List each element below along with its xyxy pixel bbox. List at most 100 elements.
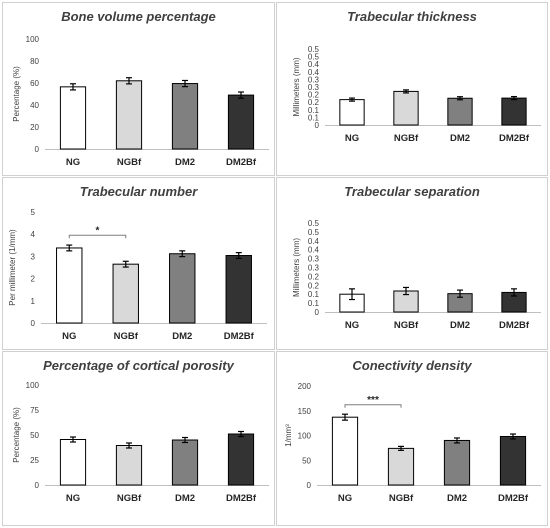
y-tick-label: 25 — [30, 456, 39, 465]
y-tick-label: 0.2 — [308, 281, 320, 290]
error-bar-dm2bf — [510, 433, 516, 440]
y-tick-label: 0.3 — [308, 255, 320, 264]
category-label: NG — [338, 493, 352, 504]
category-label: NGBf — [117, 493, 142, 504]
chart-conectivity-density: 0 50 100 150 200 1/mm³ NG NGBf DM2 DM2Bf *** — [284, 382, 541, 504]
chart-cortical-porosity: 0 25 50 75 100 Percentage (%) NG NGBf DM2 DM2Bf — [12, 381, 269, 504]
y-tick-label: 80 — [30, 57, 39, 66]
significance-label: *** — [367, 395, 379, 406]
y-tick-label: 0.5 — [308, 219, 320, 228]
category-label: NGBf — [117, 157, 142, 168]
error-bar-ngbf — [403, 286, 409, 296]
error-bar-dm2bf — [511, 95, 517, 101]
error-bar-ngbf — [126, 442, 132, 449]
category-label: DM2 — [450, 320, 470, 331]
y-tick-label: 0.5 — [308, 228, 320, 237]
category-label: DM2 — [175, 157, 195, 168]
y-axis-label: Per millimeter (1/mm) — [8, 229, 17, 306]
error-bar-ngbf — [403, 89, 409, 94]
bar-ngbf — [115, 445, 143, 486]
y-tick-label: 0.1 — [308, 106, 320, 115]
y-tick-label: 200 — [298, 382, 312, 391]
error-bar-ng — [70, 436, 76, 443]
error-bar-dm2bf — [235, 252, 242, 259]
category-label: NG — [66, 157, 80, 168]
chart-title: Conectivity density — [352, 358, 472, 373]
chart-panel-trabecular-separation: Trabecular separation 0 0.1 0.1 0.2 0.2 0.3 0.… — [276, 177, 548, 350]
y-tick-label: 4 — [31, 230, 36, 239]
category-label: DM2Bf — [224, 331, 255, 342]
bar-ng — [59, 86, 87, 150]
bar-dm2bf — [501, 97, 527, 126]
category-label: NGBf — [394, 320, 419, 331]
error-bar-ng — [70, 83, 76, 91]
category-label: DM2 — [450, 133, 470, 144]
bar-ng — [59, 439, 87, 486]
chart-trabecular-number: 0 1 2 3 4 5 Per millimeter (1/mm) NG NGBf DM2 DM2B… — [8, 208, 267, 342]
error-bar-ngbf — [122, 260, 129, 268]
bar-ng — [331, 416, 359, 486]
error-bar-dm2bf — [238, 430, 244, 438]
y-tick-label: 1 — [31, 297, 36, 306]
bar-ngbf — [387, 447, 415, 486]
y-tick-label: 0 — [307, 481, 312, 490]
y-tick-label: 2 — [31, 275, 36, 284]
y-tick-label: 100 — [26, 35, 40, 44]
y-tick-label: 0 — [35, 145, 40, 154]
category-label: DM2Bf — [499, 133, 530, 144]
y-axis-label: Millimeters (mm) — [292, 57, 301, 116]
y-tick-label: 0.5 — [308, 45, 320, 54]
y-tick-label: 50 — [302, 456, 311, 465]
category-label: DM2Bf — [498, 493, 529, 504]
bar-dm2 — [171, 439, 199, 486]
y-axis-label: 1/mm³ — [284, 424, 293, 447]
category-label: NG — [66, 493, 80, 504]
y-tick-label: 40 — [30, 101, 39, 110]
category-label: DM2Bf — [226, 493, 257, 504]
bar-dm2 — [171, 83, 199, 150]
category-label: NG — [345, 133, 359, 144]
error-bar-ng — [342, 413, 348, 421]
error-bar-ng — [66, 244, 73, 252]
y-tick-label: 0.1 — [308, 113, 320, 122]
chart-title: Trabecular number — [79, 184, 198, 199]
y-tick-label: 0 — [35, 481, 40, 490]
y-axis-label: Percentage (%) — [12, 66, 21, 122]
y-tick-label: 100 — [26, 381, 40, 390]
y-axis-label: Millimeters (mm) — [292, 238, 301, 297]
y-tick-label: 0.3 — [308, 264, 320, 273]
error-bar-dm2bf — [238, 91, 244, 99]
y-tick-label: 150 — [298, 407, 312, 416]
category-label: NGBf — [394, 133, 419, 144]
error-bar-dm2 — [454, 437, 460, 444]
bar-dm2 — [443, 439, 471, 486]
bar-dm2bf — [225, 255, 252, 324]
chart-panel-bone-volume-percentage: Bone volume percentage 0 20 40 60 80 100 Perce… — [2, 2, 275, 176]
error-bar-dm2bf — [511, 288, 517, 297]
y-tick-label: 0.4 — [308, 237, 320, 246]
y-tick-label: 75 — [30, 406, 39, 415]
y-tick-label: 0.5 — [308, 53, 320, 62]
y-tick-label: 0.2 — [308, 272, 320, 281]
y-tick-label: 3 — [31, 252, 36, 261]
error-bar-ngbf — [398, 445, 404, 451]
chart-panel-conectivity-density: Conectivity density 0 50 100 150 200 1/mm³ NG N… — [276, 351, 548, 526]
error-bar-ng — [349, 97, 355, 102]
chart-title: Trabecular separation — [344, 184, 480, 199]
bar-dm2 — [169, 253, 196, 324]
category-label: NG — [62, 331, 76, 342]
error-bar-ngbf — [126, 77, 132, 85]
chart-bone-volume-percentage: 0 20 40 60 80 100 Percentage (%) NG NGBf DM2 DM2Bf — [12, 35, 269, 168]
error-bar-dm2 — [182, 436, 188, 444]
y-tick-label: 50 — [30, 431, 39, 440]
bar-ngbf — [393, 90, 419, 126]
y-tick-label: 0 — [315, 308, 320, 317]
category-label: DM2 — [447, 493, 467, 504]
y-tick-label: 0 — [31, 319, 36, 328]
y-tick-label: 0.2 — [308, 98, 320, 107]
y-tick-label: 0 — [315, 121, 320, 130]
category-label: NGBf — [114, 331, 139, 342]
category-label: DM2Bf — [226, 157, 257, 168]
y-tick-label: 0.1 — [308, 299, 320, 308]
error-bar-dm2 — [179, 250, 186, 258]
